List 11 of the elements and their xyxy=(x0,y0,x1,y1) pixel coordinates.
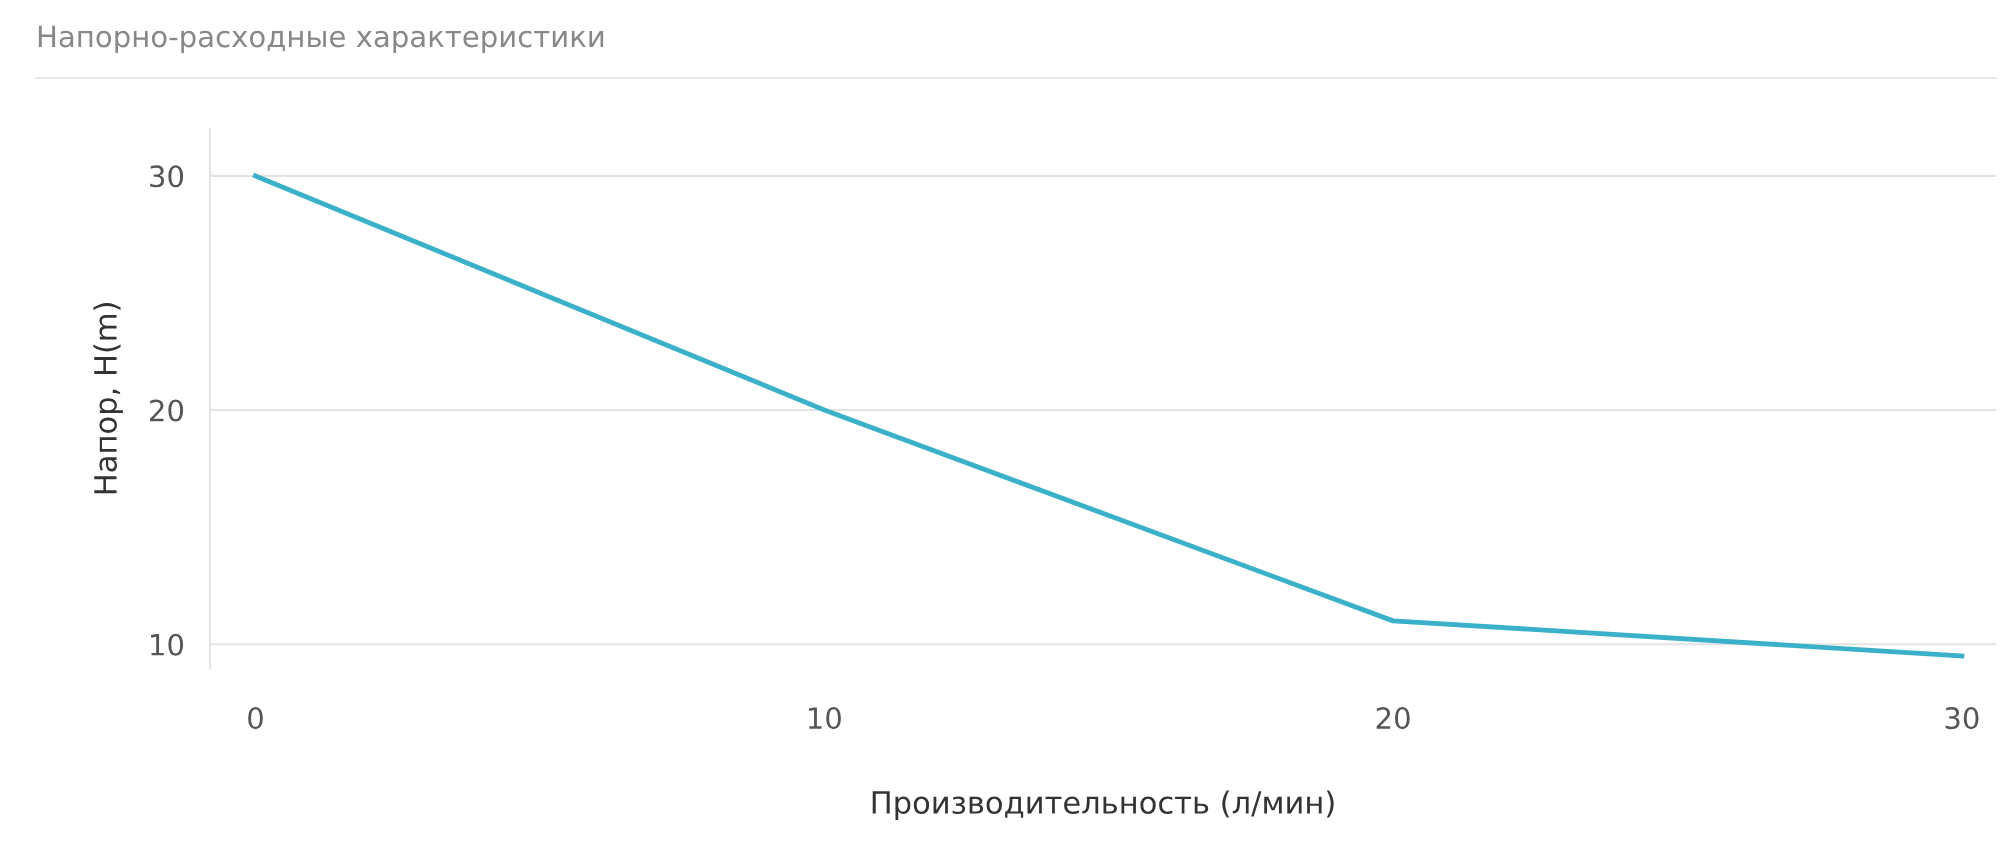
y-tick-label: 30 xyxy=(150,165,184,188)
x-tick-label: 0 xyxy=(248,707,263,730)
x-tick-label: 20 xyxy=(1376,707,1410,730)
line-series xyxy=(253,173,1965,659)
chart-title: Напорно-расходные характеристики xyxy=(38,25,604,54)
x-axis-title: Производительность (л/мин) xyxy=(872,790,1334,820)
y-tick-label: 10 xyxy=(151,633,184,656)
x-tick-label: 10 xyxy=(808,707,841,730)
y-axis-title: Напор, H(m) xyxy=(93,303,123,494)
y-tick-label: 20 xyxy=(150,399,184,422)
x-tick-label: 30 xyxy=(1945,707,1979,730)
